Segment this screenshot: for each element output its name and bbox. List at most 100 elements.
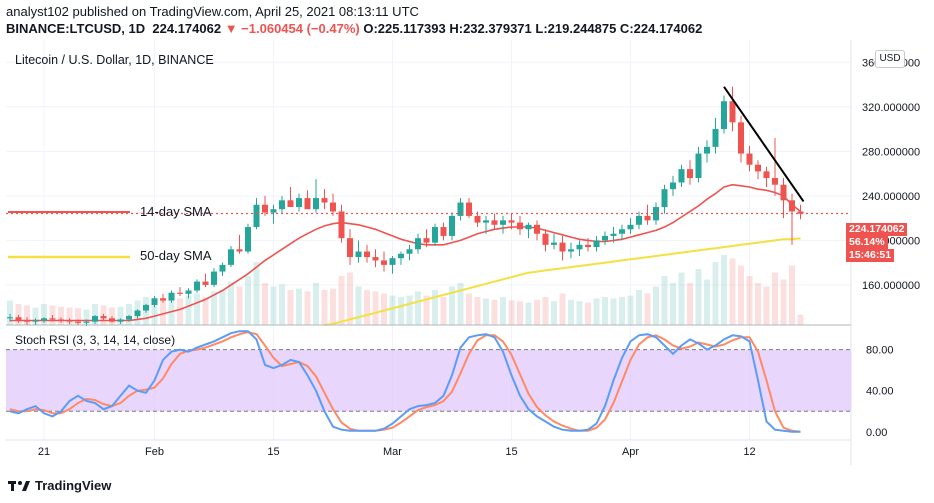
candle-body — [194, 281, 200, 291]
price-chart[interactable]: 160.000000200.000000240.000000280.000000… — [0, 40, 934, 465]
volume-bar — [296, 288, 302, 325]
volume-bar — [185, 295, 192, 325]
last-price: 224.174062 — [152, 21, 222, 36]
volume-bar — [763, 286, 770, 325]
candle-body — [92, 316, 98, 322]
stoch-rsi-title: Stoch RSI (3, 3, 14, 14, close) — [15, 333, 176, 347]
candle-body — [185, 290, 192, 294]
candle-body — [279, 200, 285, 210]
volume-bar — [330, 288, 336, 325]
volume-bar — [559, 293, 566, 325]
candle-body — [610, 233, 617, 236]
volume-bar — [372, 291, 379, 325]
currency-button[interactable]: USD — [875, 50, 905, 68]
volume-bar — [780, 279, 787, 325]
volume-bar — [202, 297, 209, 325]
volume-bar — [364, 290, 370, 325]
sma50-line — [324, 237, 801, 326]
candle-body — [15, 317, 22, 321]
candle-body — [168, 292, 175, 301]
volume-bar — [508, 300, 515, 325]
volume-bar — [41, 304, 47, 325]
volume-bar — [432, 290, 438, 325]
candle-body — [542, 233, 549, 245]
candle-body — [32, 320, 39, 322]
candle-body — [313, 198, 319, 210]
candle-body — [636, 215, 642, 225]
volume-bar — [678, 272, 685, 325]
candle-body — [576, 244, 583, 250]
volume-bar — [355, 286, 362, 325]
tradingview-logo-icon — [8, 480, 30, 491]
candle-body — [415, 238, 421, 250]
volume-bar — [602, 297, 608, 325]
volume-bar — [321, 290, 328, 325]
volume-bar — [423, 295, 430, 325]
candle-body — [729, 101, 736, 123]
volume-bar — [15, 304, 22, 325]
current-price-tag: 224.174062 — [846, 223, 908, 236]
candle-body — [695, 153, 702, 179]
candle-body — [551, 242, 557, 245]
candle-body — [49, 318, 56, 320]
candle-body — [780, 184, 787, 201]
volume-bar — [576, 301, 583, 325]
volume-bar — [32, 307, 39, 325]
volume-bar — [347, 272, 353, 325]
candle-body — [126, 316, 132, 320]
candle-body — [304, 198, 311, 210]
volume-bar — [729, 258, 736, 325]
volume-bar — [287, 290, 294, 325]
volume-bar — [636, 290, 642, 325]
candle-body — [151, 298, 158, 305]
candle-body — [508, 220, 515, 223]
rsi-tick-label: 40.00 — [866, 386, 894, 398]
volume-bar — [58, 306, 64, 325]
volume-bar — [466, 293, 472, 325]
candles — [7, 86, 804, 327]
candle-body — [432, 227, 438, 243]
volume-bar — [117, 306, 124, 325]
volume-bar — [92, 304, 98, 325]
rsi-tick-label: 80.00 — [866, 345, 894, 357]
candle-body — [355, 251, 362, 258]
candle-body — [228, 249, 234, 265]
candle-body — [746, 153, 753, 165]
countdown-tag: 15:46:51 — [846, 249, 895, 262]
candle-body — [406, 249, 413, 254]
price-change: ▼ −1.060454 (−0.47%) — [224, 21, 360, 36]
candle-body — [347, 238, 353, 258]
stoch-rsi-band — [6, 349, 851, 412]
volume-bar — [687, 283, 693, 325]
candle-body — [704, 146, 710, 154]
volume-bar — [262, 283, 268, 325]
symbol-ohlc-line: BINANCE:LTCUSD, 1D 224.174062 ▼ −1.06045… — [6, 21, 702, 36]
candle-body — [755, 164, 761, 172]
candle-body — [602, 235, 608, 241]
volume-bar — [228, 281, 234, 325]
volume-bar — [126, 304, 132, 325]
volume-bar — [755, 283, 761, 325]
candle-body — [712, 129, 719, 147]
tradingview-logo[interactable]: TradingView — [8, 478, 111, 493]
candle-body — [525, 224, 532, 230]
volume-bar — [160, 299, 166, 325]
price-tick-label: 280.000000 — [862, 146, 920, 158]
volume-bar — [525, 302, 532, 325]
volume-bar — [415, 291, 421, 325]
candle-body — [423, 238, 430, 243]
brand-name: TradingView — [35, 478, 112, 493]
ohlc-values: O:225.117393 H:232.379371 L:219.244875 C… — [363, 21, 703, 36]
volume-bar — [245, 276, 251, 325]
volume-bar — [746, 276, 753, 325]
volume-bar — [83, 309, 90, 325]
candle-body — [321, 198, 328, 203]
candle-body — [763, 171, 770, 179]
candle-body — [338, 211, 345, 239]
volume-bar — [75, 308, 81, 325]
candle-body — [678, 169, 685, 183]
volume-bar — [772, 272, 778, 325]
trendline[interactable] — [723, 86, 805, 202]
stoch-d-line — [9, 331, 801, 433]
volume-bar — [593, 298, 600, 325]
